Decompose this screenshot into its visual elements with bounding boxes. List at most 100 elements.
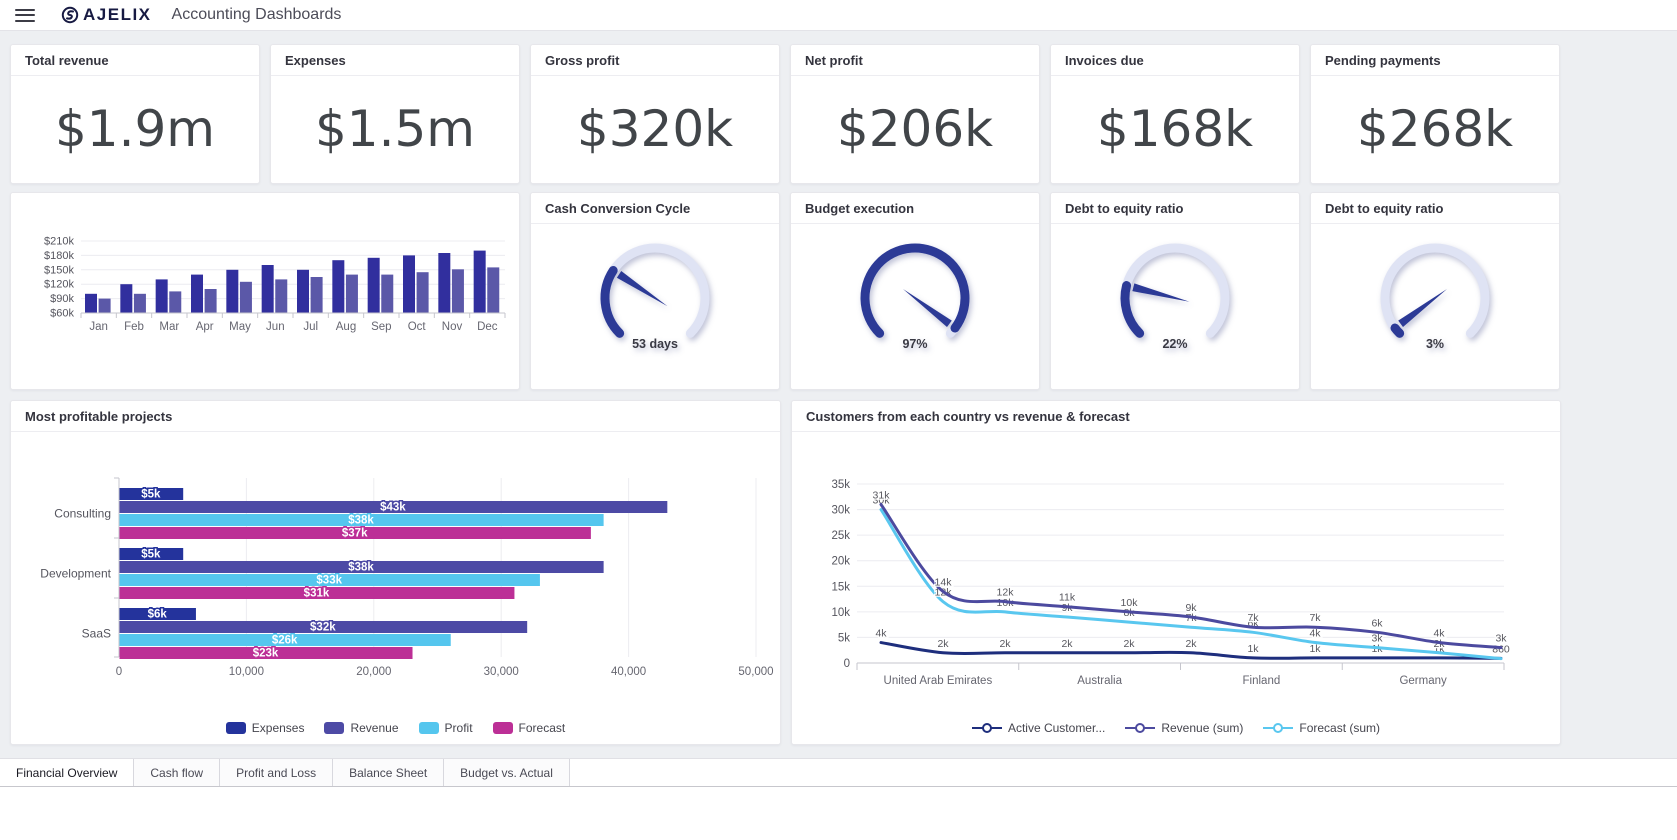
svg-text:$38k: $38k xyxy=(348,515,374,527)
legend-line-marker-icon xyxy=(971,723,1002,733)
svg-text:$5k: $5k xyxy=(141,489,161,501)
svg-text:Nov: Nov xyxy=(442,321,463,333)
legend-item[interactable]: Revenue (sum) xyxy=(1125,721,1243,735)
bottom-tab-bar: Financial Overview Cash flow Profit and Lo… xyxy=(0,758,1677,840)
svg-text:2k: 2k xyxy=(937,638,949,650)
svg-text:22%: 22% xyxy=(1162,337,1187,351)
svg-text:Sep: Sep xyxy=(371,321,391,333)
svg-text:15k: 15k xyxy=(831,581,850,593)
legend-line-marker-icon xyxy=(1263,723,1294,733)
svg-text:$180k: $180k xyxy=(44,250,74,262)
svg-text:Consulting: Consulting xyxy=(54,507,111,521)
svg-text:Jan: Jan xyxy=(89,321,108,333)
legend-item[interactable]: Forecast (sum) xyxy=(1263,721,1380,735)
page-title: Accounting Dashboards xyxy=(171,6,342,23)
svg-text:$120k: $120k xyxy=(44,279,74,291)
svg-text:SaaS: SaaS xyxy=(82,627,111,641)
legend-label: Revenue xyxy=(350,721,399,735)
svg-text:$37k: $37k xyxy=(342,528,368,540)
gauge-chart: 97% xyxy=(860,243,970,351)
kpi-value: $1.5m xyxy=(314,100,476,158)
ajelix-logo-icon xyxy=(61,6,79,24)
legend-item[interactable]: Revenue xyxy=(324,721,399,735)
svg-text:May: May xyxy=(229,321,251,333)
tab-budget-vs-actual[interactable]: Budget vs. Actual xyxy=(444,759,570,786)
legend-label: Active Customer... xyxy=(1007,721,1106,735)
svg-text:30k: 30k xyxy=(873,495,891,507)
kpi-card-title: Expenses xyxy=(271,45,519,76)
svg-text:Australia: Australia xyxy=(1077,675,1122,687)
svg-text:30k: 30k xyxy=(831,505,850,517)
tab-profit-and-loss[interactable]: Profit and Loss xyxy=(220,759,334,786)
svg-text:20k: 20k xyxy=(831,556,850,568)
legend-item[interactable]: Active Customer... xyxy=(971,721,1106,735)
svg-text:$6k: $6k xyxy=(148,609,168,621)
monthly-bar-chart: $210k $180k $150k $120k $90k $60k Jan Feb Mar Apr… xyxy=(44,236,506,333)
line-series[interactable]: 31k 14k 12k 11k 10k 9k 7k 7k 6k 4k 3k xyxy=(871,488,1509,650)
kpi-value: $1.9m xyxy=(54,100,216,158)
svg-text:53 days: 53 days xyxy=(632,337,678,351)
projects-card-title: Most profitable projects xyxy=(11,401,780,432)
svg-text:Germany: Germany xyxy=(1399,675,1447,687)
gauge-card-title: Budget execution xyxy=(791,193,1039,224)
kpi-card: Gross profit $320k xyxy=(530,44,780,184)
svg-text:Apr: Apr xyxy=(196,321,214,333)
svg-text:25k: 25k xyxy=(831,530,850,542)
svg-text:$33k: $33k xyxy=(316,575,342,587)
kpi-card-title: Total revenue xyxy=(11,45,259,76)
svg-text:35k: 35k xyxy=(831,479,850,491)
countries-chart-card: Customers from each country vs revenue &… xyxy=(791,400,1561,745)
svg-text:12k: 12k xyxy=(997,587,1015,599)
svg-text:2k: 2k xyxy=(999,638,1011,650)
svg-text:$26k: $26k xyxy=(272,635,298,647)
legend-label: Revenue (sum) xyxy=(1161,721,1244,735)
gauge-card: Budget execution 97% xyxy=(790,192,1040,390)
kpi-card: Expenses $1.5m xyxy=(270,44,520,184)
countries-card-title: Customers from each country vs revenue &… xyxy=(792,401,1560,432)
svg-text:4k: 4k xyxy=(1309,628,1321,640)
tab-financial-overview[interactable]: Financial Overview xyxy=(0,759,135,786)
legend-chip-icon xyxy=(492,722,513,734)
svg-text:10,000: 10,000 xyxy=(229,666,264,678)
svg-text:2k: 2k xyxy=(1123,638,1135,650)
ajelix-logo[interactable]: AJELIX xyxy=(61,5,152,25)
projects-chart-card: Most profitable projects 0 10,000 20,000 30… xyxy=(10,400,781,745)
legend-label: Forecast xyxy=(518,721,566,735)
svg-text:2k: 2k xyxy=(1061,638,1073,650)
svg-text:Jun: Jun xyxy=(266,321,285,333)
top-bar: AJELIX Accounting Dashboards xyxy=(0,0,1677,31)
svg-text:Finland: Finland xyxy=(1243,675,1281,687)
menu-icon[interactable] xyxy=(15,8,35,22)
svg-text:$5k: $5k xyxy=(141,549,161,561)
svg-text:$31k: $31k xyxy=(304,588,330,600)
svg-text:3k: 3k xyxy=(1371,633,1383,645)
countries-line-chart: 35k 30k 25k 20k 15k 10k 5k 0 United Arab Emirate… xyxy=(831,479,1511,687)
svg-text:2k: 2k xyxy=(1185,638,1197,650)
monthly-bar-series[interactable] xyxy=(85,250,500,313)
legend-item[interactable]: Forecast xyxy=(492,721,566,735)
svg-text:$43k: $43k xyxy=(380,502,406,514)
gauge-chart: 53 days xyxy=(600,243,710,351)
svg-text:1k: 1k xyxy=(1247,643,1259,655)
kpi-value: $206k xyxy=(836,100,994,158)
svg-text:97%: 97% xyxy=(902,337,927,351)
countries-legend: Active Customer... Revenue (sum) Forecast … xyxy=(792,721,1560,735)
tab-cash-flow[interactable]: Cash flow xyxy=(134,759,221,786)
tab-balance-sheet[interactable]: Balance Sheet xyxy=(333,759,445,786)
svg-text:10k: 10k xyxy=(1121,597,1139,609)
legend-item[interactable]: Expenses xyxy=(225,721,304,735)
svg-text:30,000: 30,000 xyxy=(484,666,519,678)
svg-text:4k: 4k xyxy=(1433,628,1445,640)
legend-label: Forecast (sum) xyxy=(1299,721,1381,735)
svg-text:0: 0 xyxy=(116,666,122,678)
projects-bar-series[interactable]: $5k$43k$38k$37k$5k$38k$33k$31k$6k$32k$26… xyxy=(119,487,668,661)
bottom-row: Most profitable projects 0 10,000 20,000 30… xyxy=(10,400,1561,745)
svg-text:1k: 1k xyxy=(1309,643,1321,655)
kpi-value: $268k xyxy=(1356,100,1514,158)
kpi-card-title: Pending payments xyxy=(1311,45,1559,76)
svg-text:$32k: $32k xyxy=(310,622,336,634)
legend-item[interactable]: Profit xyxy=(418,721,473,735)
svg-text:Development: Development xyxy=(40,567,111,581)
